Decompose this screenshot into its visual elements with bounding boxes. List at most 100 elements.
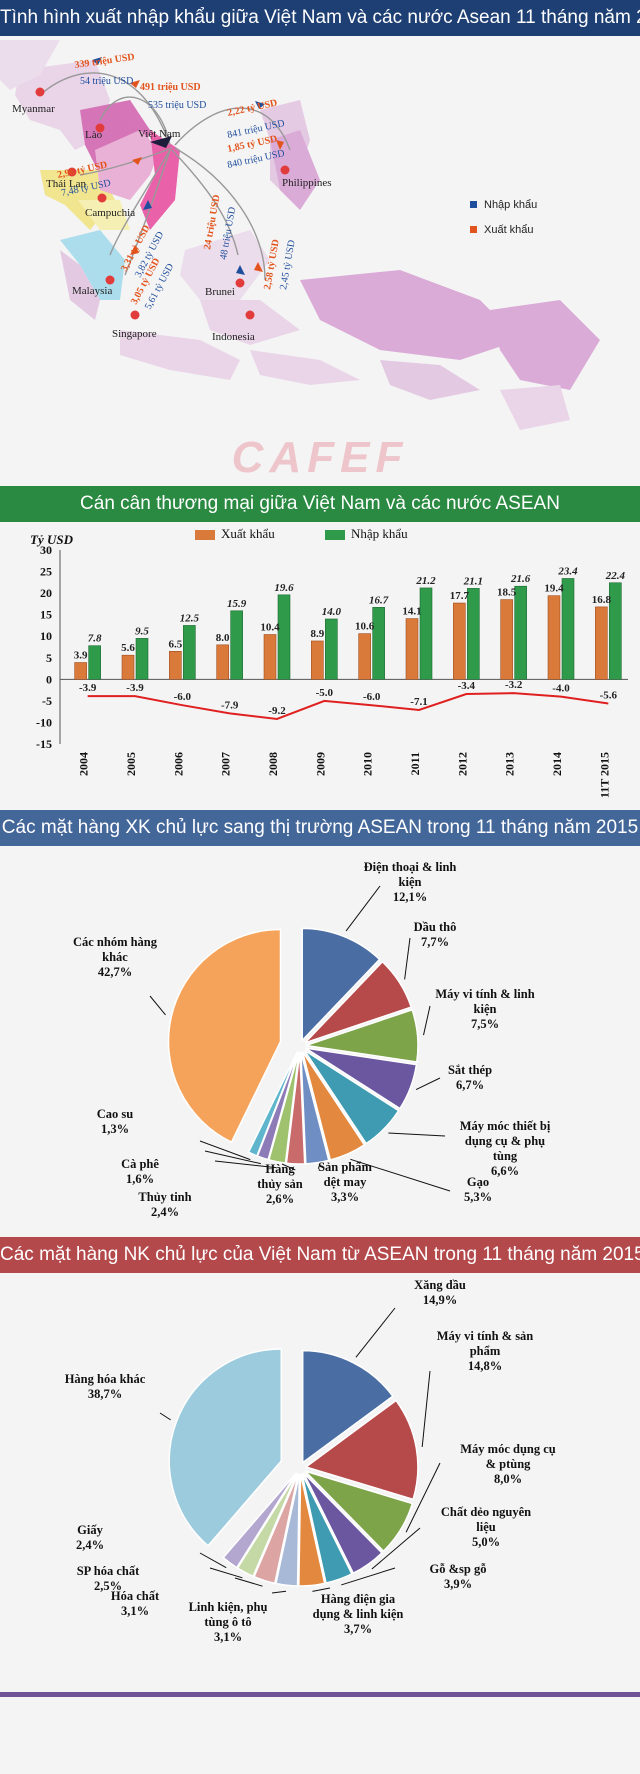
balance-value-label: -5.6 <box>600 689 618 701</box>
pie-slice <box>300 1051 330 1165</box>
import-value-label: 23.4 <box>557 565 578 577</box>
pie-slice <box>247 1051 299 1157</box>
pie-slice <box>167 928 282 1144</box>
slice-name-label: khác <box>102 950 128 964</box>
y-tick-label: 15 <box>40 608 52 622</box>
country-malaysia: Malaysia <box>72 285 112 297</box>
y-tick-label: 25 <box>40 565 52 579</box>
import-value-label: 12.5 <box>180 612 200 624</box>
country-philippines: Philippines <box>282 177 332 189</box>
slice-percent-label: 8,0% <box>494 1472 522 1486</box>
export-bar <box>263 634 277 680</box>
slice-name-label: Xăng dầu <box>414 1278 466 1292</box>
slice-percent-label: 12,1% <box>393 890 427 904</box>
leader-line <box>355 1307 396 1358</box>
country-thailand: Thái Lan <box>46 178 87 190</box>
slice-name-label: Hàng hóa khác <box>65 1372 146 1386</box>
import-value-label: 14.0 <box>322 606 342 618</box>
balance-value-label: -4.0 <box>552 683 570 695</box>
map-pins <box>35 87 290 320</box>
x-tick-label: 2010 <box>361 752 375 776</box>
balance-value-label: -3.2 <box>505 679 523 691</box>
pie-slice <box>304 1470 414 1553</box>
export-value-label: 8.0 <box>216 632 230 644</box>
slice-name-label: Chất dẻo nguyên <box>441 1505 531 1519</box>
slice-name-label: kiện <box>399 875 422 889</box>
balance-value-label: -5.0 <box>316 687 334 699</box>
cafef-watermark: CAFEF <box>232 433 409 482</box>
country-campuchia: Campuchia <box>85 207 135 219</box>
leader-line <box>199 1140 251 1161</box>
import-bar <box>609 582 622 680</box>
import-bar <box>183 625 196 680</box>
balance-value-label: -7.9 <box>221 699 239 711</box>
pie-slice <box>267 1051 300 1164</box>
pie-slice <box>301 927 381 1043</box>
slice-name-label: Điện thoại & linh <box>364 860 457 874</box>
slice-percent-label: 6,7% <box>456 1078 484 1092</box>
y-tick-label: 10 <box>40 629 52 643</box>
slice-name-label: Hàng <box>265 1162 295 1176</box>
pie-slice <box>301 1051 366 1161</box>
slice-percent-label: 7,7% <box>421 935 449 949</box>
slice-name-label: thủy sản <box>257 1177 303 1191</box>
x-tick-label: 2005 <box>124 752 138 776</box>
x-tick-label: 2011 <box>408 752 422 775</box>
slice-name-label: dụng & linh kiện <box>313 1607 404 1621</box>
legend-export-swatch <box>470 226 477 233</box>
pie-slice <box>236 1472 298 1578</box>
balance-section-header: Cán cân thương mại giữa Việt Nam và các … <box>0 486 640 522</box>
slice-name-label: Sản phẩm <box>318 1160 372 1174</box>
slice-name-label: Cao su <box>97 1107 134 1121</box>
leader-line <box>317 1163 321 1169</box>
slice-name-label: kiện <box>474 1002 497 1016</box>
import-value-label: 16.7 <box>369 594 389 606</box>
leader-line <box>312 1587 331 1592</box>
leader-line <box>350 1158 451 1192</box>
export-value-label: 19.4 <box>544 583 564 595</box>
pie-slice <box>301 1349 394 1465</box>
slice-name-label: Thủy tinh <box>138 1190 191 1204</box>
export-bar <box>500 599 513 680</box>
import-bar <box>135 638 149 680</box>
export-bar <box>121 654 135 680</box>
slice-name-label: tùng <box>493 1149 518 1163</box>
leader-line <box>149 995 166 1016</box>
leader-line <box>345 885 381 932</box>
balance-value-label: -9.2 <box>268 705 286 717</box>
map-arrowheads <box>92 57 284 275</box>
export-bar <box>169 651 182 680</box>
slice-name-label: Hóa chất <box>111 1589 160 1603</box>
leader-line <box>341 1567 396 1586</box>
pie-slice <box>275 1473 301 1587</box>
import-value-label: 21.2 <box>415 575 436 587</box>
leader-line <box>388 1132 446 1137</box>
slice-percent-label: 38,7% <box>88 1387 122 1401</box>
y-tick-label: -15 <box>36 737 52 751</box>
slice-percent-label: 2,4% <box>76 1538 104 1552</box>
leader-line <box>159 1412 171 1421</box>
slice-percent-label: 3,1% <box>121 1604 149 1618</box>
x-tick-label: 2006 <box>171 752 185 776</box>
import-value-label: 19.6 <box>274 582 294 594</box>
export-bar <box>358 633 371 680</box>
export-bar <box>453 602 466 680</box>
x-tick-label: 2013 <box>503 752 517 776</box>
legend-export-swatch <box>195 530 215 540</box>
slice-percent-label: 2,6% <box>266 1192 294 1206</box>
pie-slice <box>304 960 413 1044</box>
y-axis-title: Tỷ USD <box>30 532 74 547</box>
slice-percent-label: 7,5% <box>471 1017 499 1031</box>
balance-line <box>87 692 609 721</box>
x-tick-label: 2008 <box>266 752 280 776</box>
leader-line <box>204 1150 261 1165</box>
pie-slice <box>253 1473 299 1585</box>
leader-line <box>405 1462 441 1533</box>
import-value-label: 21.1 <box>463 575 483 587</box>
leader-line <box>234 1577 263 1587</box>
slice-name-label: Máy vi tính & sản <box>437 1329 534 1343</box>
import-bar <box>561 578 575 680</box>
leader-line <box>421 1370 431 1447</box>
slice-percent-label: 5,0% <box>472 1535 500 1549</box>
